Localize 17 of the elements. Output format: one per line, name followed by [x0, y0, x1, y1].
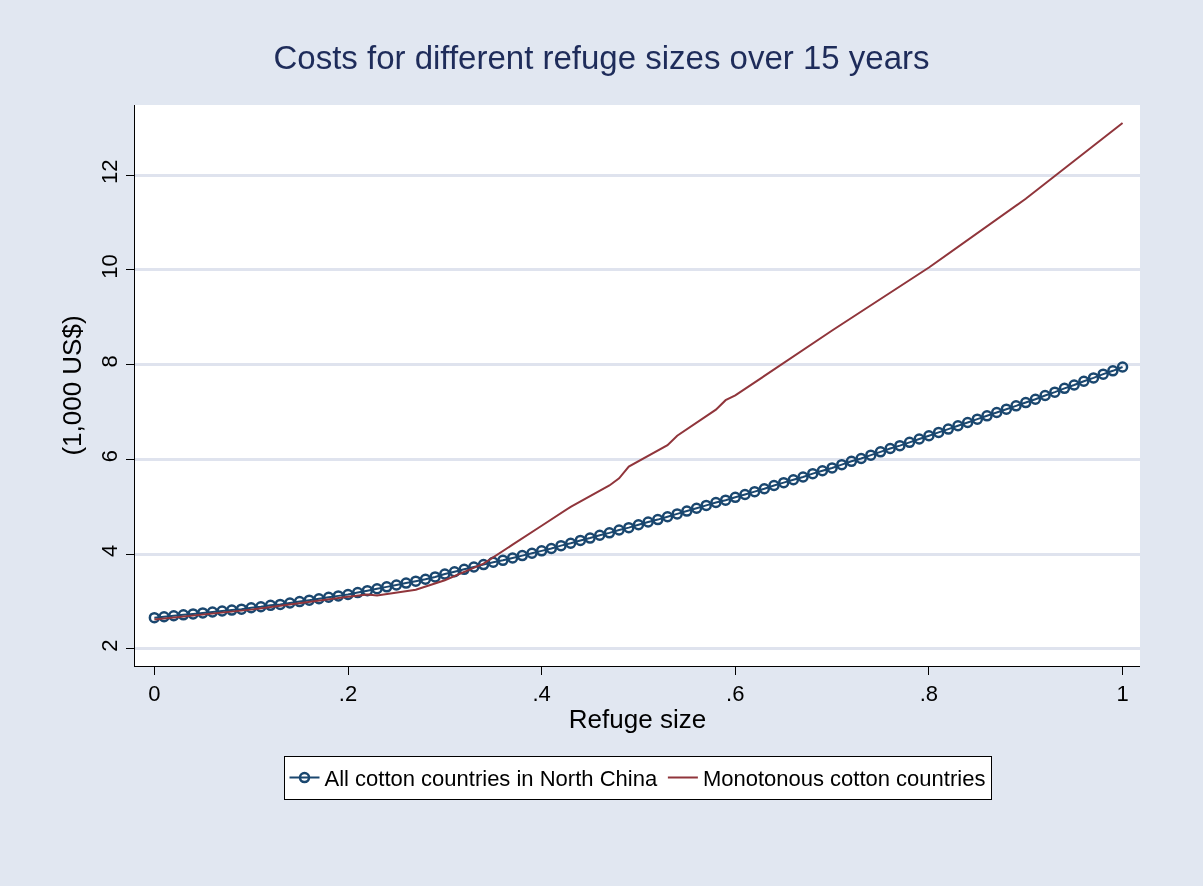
legend-label: All cotton countries in North China	[324, 766, 658, 792]
x-tick-label: .2	[338, 681, 358, 707]
x-tick-label: .8	[919, 681, 939, 707]
y-tick-label: 2	[97, 639, 123, 652]
y-tick-label: 8	[97, 355, 123, 368]
chart-title: Costs for different refuge sizes over 15 years	[273, 39, 930, 77]
x-tick-label: 1	[1116, 681, 1129, 707]
y-tick-label: 12	[97, 159, 123, 185]
y-tick-label: 10	[97, 254, 123, 279]
y-tick-label: 6	[97, 450, 123, 463]
x-tick-label: 0	[148, 681, 161, 707]
legend-label: Monotonous cotton countries	[702, 766, 986, 792]
y-tick-label: 4	[97, 544, 123, 558]
y-axis-title: (1,000 US$)	[56, 315, 87, 456]
x-tick-label: .4	[532, 681, 551, 707]
x-tick-label: .6	[726, 681, 745, 707]
x-axis-title: Refuge size	[568, 704, 707, 735]
